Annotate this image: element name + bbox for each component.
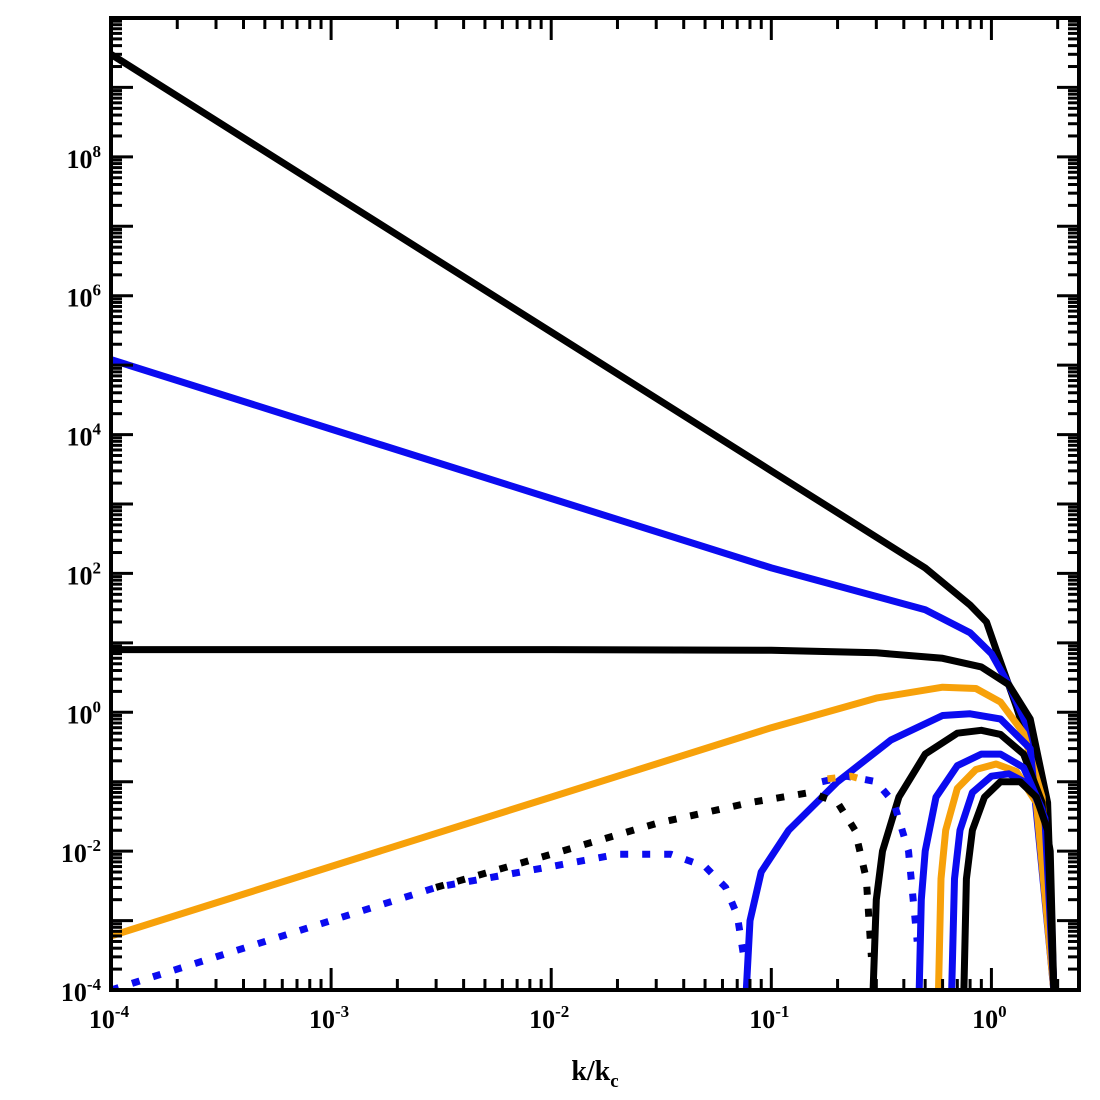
- series-line-11: [111, 850, 748, 990]
- series-line-13: [821, 772, 921, 942]
- series-line-12: [435, 789, 875, 958]
- series-layer: [111, 50, 1058, 990]
- tick-labels: 10-4 10-3 10-2 10-1 100 10-4 10-2 100 102 104 106 1…: [61, 142, 1007, 1034]
- series-line-1: [111, 50, 1058, 990]
- plot-frame: [109, 16, 1081, 992]
- x-tick-label: 100: [972, 1002, 1007, 1034]
- series-line-10: [960, 778, 1058, 990]
- x-axis-label: k/kc: [571, 1056, 618, 1092]
- x-axis-label-base: k/k: [571, 1056, 610, 1087]
- y-tick-label: 104: [67, 420, 102, 452]
- y-tick-label: 106: [67, 281, 102, 313]
- y-tick-label: 10-2: [61, 836, 101, 868]
- x-tick-label: 10-3: [309, 1002, 349, 1034]
- y-tick-label: 10-4: [61, 975, 102, 1007]
- ticks-layer: [109, 16, 1079, 992]
- series-line-5: [742, 710, 1058, 990]
- x-tick-label: 10-4: [89, 1002, 130, 1034]
- x-tick-label: 10-2: [529, 1002, 569, 1034]
- y-tick-label: 108: [67, 142, 102, 174]
- x-tick-label: 10-1: [749, 1002, 789, 1034]
- series-line-14: [827, 772, 871, 786]
- series-line-6: [869, 726, 1058, 990]
- x-axis-label-sub: c: [610, 1071, 618, 1092]
- series-line-3: [111, 646, 1058, 990]
- y-tick-label: 102: [67, 558, 102, 590]
- y-tick-label: 100: [67, 697, 102, 729]
